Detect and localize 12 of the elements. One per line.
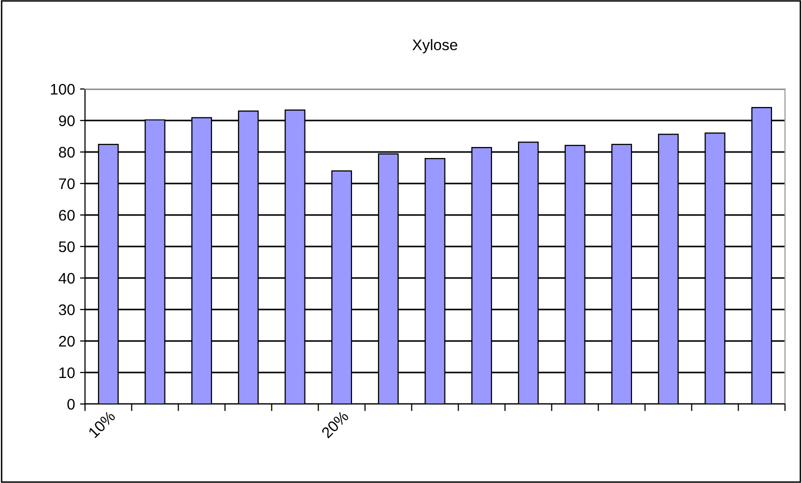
y-tick-label: 40 <box>58 272 75 284</box>
y-tick-label: 100 <box>50 84 75 95</box>
y-tick-label: 70 <box>59 178 75 190</box>
y-tick-label: 20 <box>59 336 75 347</box>
y-tick-label: 0 <box>67 398 75 410</box>
y-tick-label: 60 <box>59 210 75 221</box>
chart-title: Xylose <box>412 39 458 54</box>
y-tick-label: 30 <box>58 304 75 316</box>
y-tick-label: 50 <box>58 241 75 252</box>
y-tick-label: 90 <box>59 115 75 126</box>
y-tick-label: 80 <box>58 146 75 158</box>
y-tick-label: 10 <box>59 367 75 378</box>
